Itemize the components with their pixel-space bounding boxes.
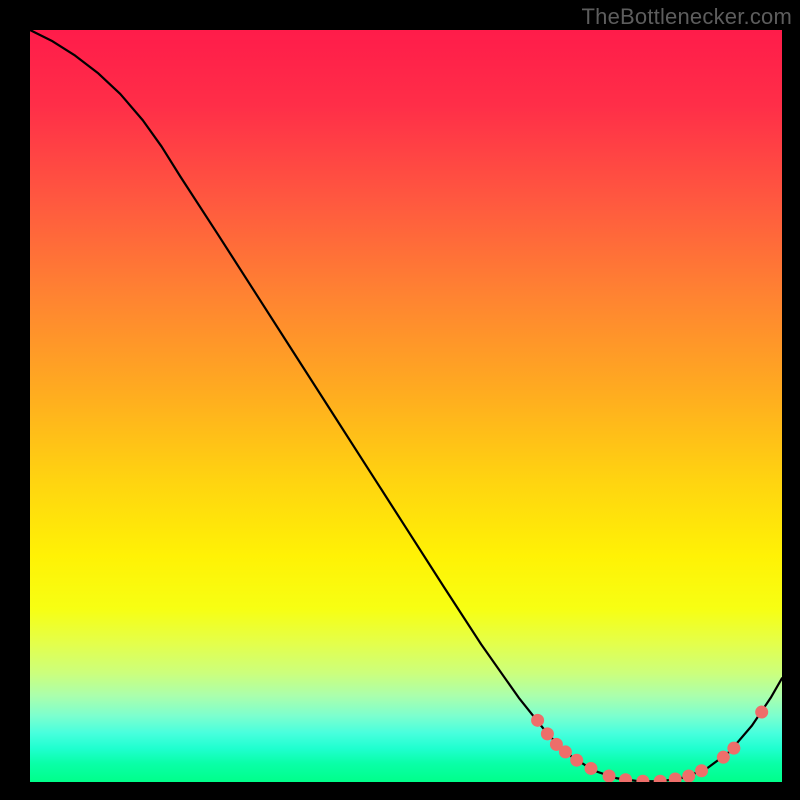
curve-marker xyxy=(559,745,572,758)
curve-marker xyxy=(531,714,544,727)
curve-marker xyxy=(695,764,708,777)
curve-marker xyxy=(570,754,583,767)
curve-marker xyxy=(717,751,730,764)
plot-area xyxy=(30,30,782,782)
curve-marker xyxy=(584,762,597,775)
bottleneck-chart xyxy=(30,30,782,782)
curve-marker xyxy=(541,727,554,740)
curve-marker xyxy=(727,742,740,755)
curve-marker xyxy=(603,769,616,782)
curve-marker xyxy=(682,769,695,782)
gradient-background xyxy=(30,30,782,782)
watermark-text: TheBottlenecker.com xyxy=(582,4,792,30)
curve-marker xyxy=(755,706,768,719)
chart-canvas: TheBottlenecker.com xyxy=(0,0,800,800)
